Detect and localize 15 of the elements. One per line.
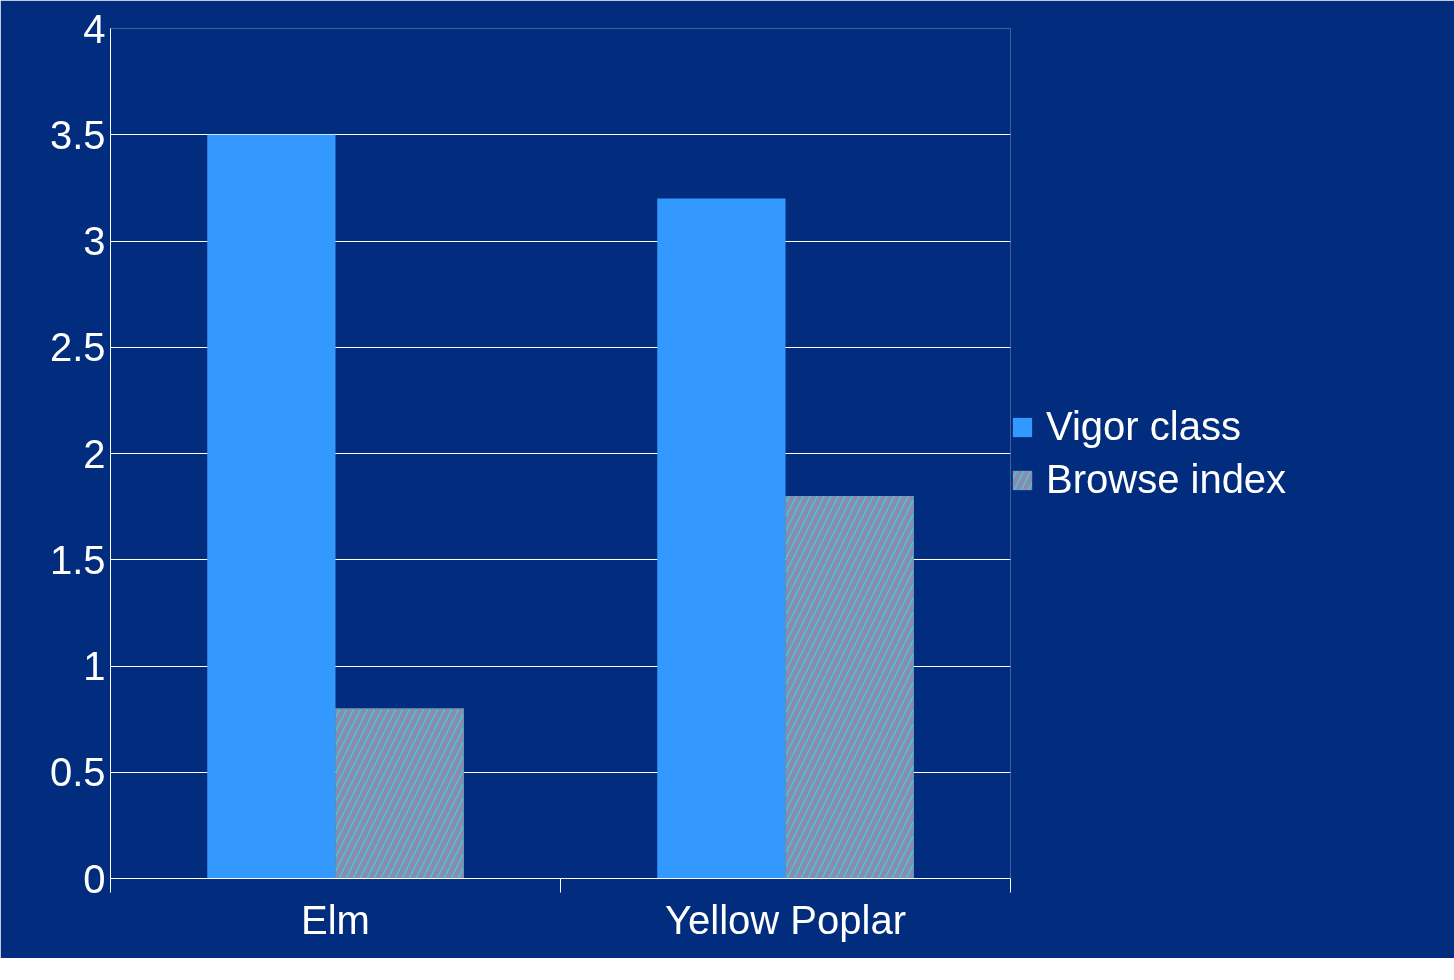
- y-tick-label: 3.5: [49, 112, 106, 157]
- bar: [657, 198, 786, 879]
- y-tick-label: 1.5: [49, 537, 106, 582]
- x-tick-label: Yellow Poplar: [665, 897, 906, 942]
- bar: [207, 134, 336, 879]
- legend-label: Browse index: [1046, 457, 1287, 502]
- y-tick-label: 0: [83, 856, 106, 901]
- legend-label: Vigor class: [1046, 404, 1241, 449]
- y-tick-label: 0.5: [49, 750, 106, 795]
- y-tick-label: 4: [83, 6, 106, 51]
- y-tick-label: 3: [83, 219, 106, 263]
- y-tick-label: 1: [83, 644, 106, 688]
- y-tick-label: 2.5: [49, 325, 106, 370]
- y-tick-label: 2: [83, 431, 106, 476]
- x-tick-label: Elm: [301, 897, 370, 942]
